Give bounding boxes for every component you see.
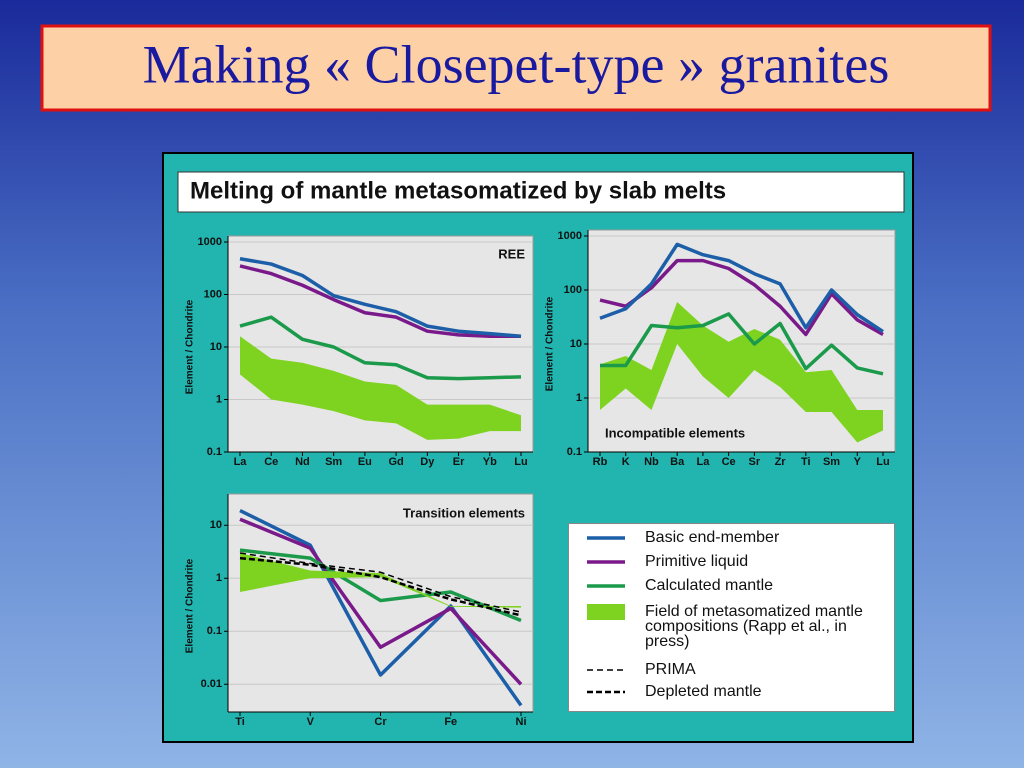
title-box [40,24,992,112]
x-tick-label: La [696,456,710,468]
x-tick-label: Gd [388,456,403,468]
legend-swatch [587,536,625,540]
x-tick-label: Sr [749,456,761,468]
legend-swatch [587,560,625,564]
legend: Basic end-member Primitive liquid Calculat… [568,523,895,712]
x-tick-label: Ti [801,456,811,468]
legend-label: PRIMA [645,661,696,678]
y-axis-label: Element / Chondrite [185,299,196,394]
legend-swatch-band [587,604,625,620]
y-tick-label: 1 [216,572,222,584]
y-axis-label: Element / Chondrite [185,558,196,653]
series-line [239,264,521,339]
panel-title: Melting of mantle metasomatized by slab … [190,177,726,204]
legend-entry: Depleted mantle [569,684,885,700]
series-line [600,312,884,376]
field-band [240,553,521,608]
legend-label: Depleted mantle [645,683,762,700]
legend-swatch [587,604,625,620]
x-tick-label: Zr [775,456,787,468]
y-tick-label: 1000 [198,236,222,248]
x-tick-label: Y [854,456,862,468]
series-line [239,517,523,686]
field-band [240,336,521,440]
legend-entry: Primitive liquid [569,554,885,570]
y-tick-label: 0.1 [207,625,222,637]
series-line [239,552,522,613]
slide-title: Making « Closepet-type » granites [143,34,890,94]
x-tick-label: Er [453,456,465,468]
legend-entry: Calculated mantle [569,578,885,594]
series-line [239,508,523,707]
legend-swatch [587,584,625,588]
x-tick-label: Ce [264,456,278,468]
y-tick-label: 10 [570,338,582,350]
y-tick-label: 0.1 [567,446,582,458]
x-tick-label: V [307,716,315,728]
legend-label: Calculated mantle [645,577,774,594]
x-tick-label: Dy [420,456,435,468]
legend-swatch [587,690,625,694]
x-tick-label: Ti [235,716,245,728]
x-tick-label: Sm [823,456,840,468]
y-tick-label: 1 [216,393,222,405]
x-tick-label: Fe [444,716,457,728]
y-tick-label: 0.01 [201,678,222,690]
legend-label: Basic end-member [645,529,780,546]
legend-label: Field of metasomatized mantle compositio… [645,603,863,650]
x-tick-label: La [234,456,248,468]
legend-entry: Field of metasomatized mantle compositio… [569,603,885,650]
series-line [239,315,522,381]
y-tick-label: 100 [564,284,582,296]
series-line [599,242,884,334]
x-tick-label: Nd [295,456,310,468]
x-tick-label: Yb [483,456,497,468]
y-tick-label: 10 [210,519,222,531]
series-line [239,257,522,339]
series-line [599,258,884,337]
legend-entry: PRIMA [569,662,885,678]
x-tick-label: Lu [876,456,889,468]
x-tick-label: Cr [374,716,387,728]
legend-label: Primitive liquid [645,553,749,570]
y-tick-label: 1 [576,392,582,404]
y-axis-label: Element / Chondrite [545,296,556,391]
legend-swatch [587,669,625,671]
x-tick-label: Rb [593,456,608,468]
field-band [600,301,883,443]
legend-entry: Basic end-member [569,530,885,546]
series-line [239,556,522,617]
x-tick-label: Ce [722,456,736,468]
y-tick-label: 1000 [558,230,582,242]
annotation: Transition elements [403,505,525,520]
x-tick-label: Nb [644,456,659,468]
x-tick-label: Eu [358,456,372,468]
annotation: REE [498,246,525,261]
x-tick-label: K [622,456,630,468]
x-tick-label: Lu [514,456,527,468]
y-tick-label: 0.1 [207,446,222,458]
x-tick-label: Ba [670,456,685,468]
annotation: Incompatible elements [605,425,745,440]
y-tick-label: 100 [204,288,222,300]
x-tick-label: Ni [516,716,527,728]
y-tick-label: 10 [210,341,222,353]
x-tick-label: Sm [325,456,342,468]
panel-header [177,171,905,213]
